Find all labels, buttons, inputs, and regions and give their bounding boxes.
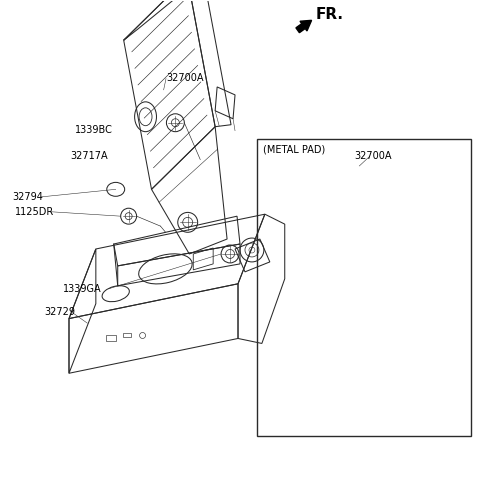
- Text: 1339BC: 1339BC: [75, 125, 113, 135]
- Text: 1339GA: 1339GA: [63, 284, 102, 294]
- FancyArrow shape: [296, 20, 312, 33]
- Text: FR.: FR.: [315, 7, 344, 22]
- Text: 32794: 32794: [12, 192, 43, 202]
- Text: 1125DR: 1125DR: [15, 206, 54, 217]
- Bar: [257, 139, 471, 436]
- Text: 32700A: 32700A: [166, 73, 204, 82]
- Text: 32700A: 32700A: [355, 151, 392, 161]
- Text: 32717A: 32717A: [71, 151, 108, 161]
- Text: 32729: 32729: [44, 307, 75, 317]
- Text: (METAL PAD): (METAL PAD): [263, 145, 325, 155]
